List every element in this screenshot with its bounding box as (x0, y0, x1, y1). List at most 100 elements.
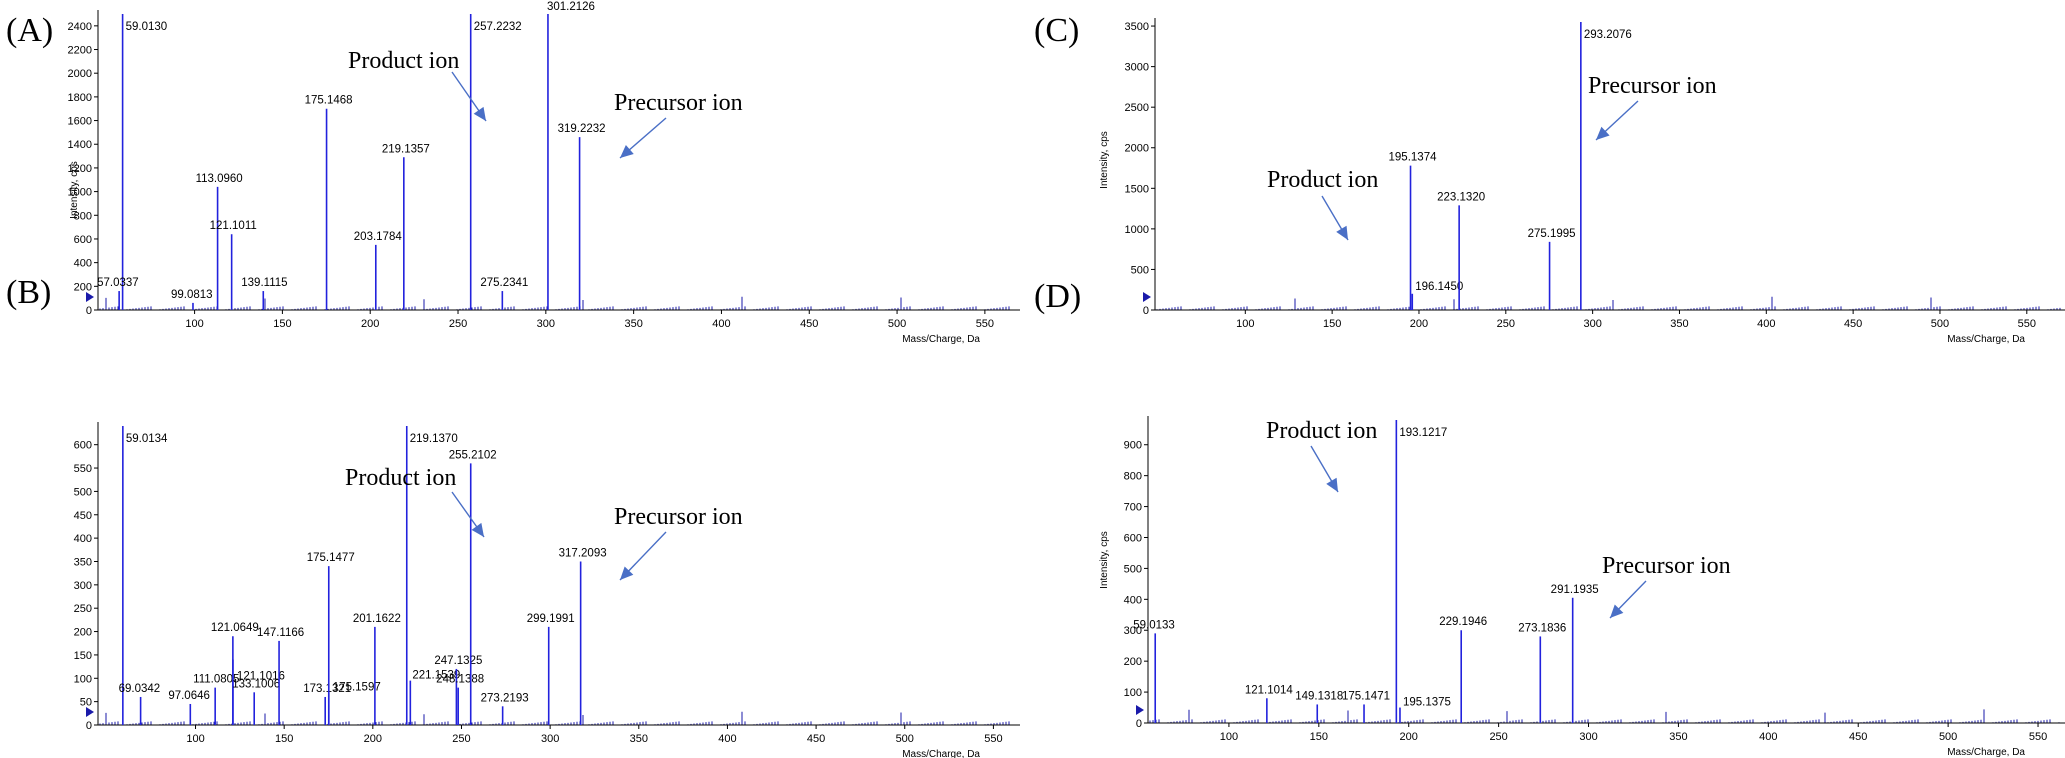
peak-label: 273.2193 (481, 692, 529, 704)
y-tick-label: 0 (1143, 305, 1149, 317)
y-tick-label: 800 (1124, 471, 1142, 483)
y-tick-label: 2200 (68, 45, 92, 57)
x-axis-title: Mass/Charge, Da (902, 334, 980, 345)
peak-label: 248.1388 (436, 674, 484, 686)
peak-label: 293.2076 (1584, 29, 1632, 41)
y-tick-label: 1000 (1125, 224, 1149, 236)
x-tick-label: 550 (2029, 731, 2047, 743)
peak-label: 273.1836 (1518, 622, 1566, 634)
y-tick-label: 0 (86, 305, 92, 317)
y-tick-label: 250 (74, 603, 92, 615)
x-tick-label: 250 (1489, 731, 1507, 743)
y-tick-label: 3000 (1125, 62, 1149, 74)
x-tick-label: 350 (630, 733, 648, 745)
peak-label: 147.1166 (257, 627, 304, 639)
product-ion-annotation: Product ion (348, 48, 459, 74)
x-tick-label: 300 (537, 318, 555, 330)
y-tick-label: 200 (1124, 656, 1142, 668)
peak-label: 99.0813 (171, 289, 213, 301)
x-tick-label: 500 (896, 733, 914, 745)
baseline-noise (99, 296, 1016, 310)
x-tick-label: 500 (888, 318, 906, 330)
y-tick-label: 400 (74, 533, 92, 545)
x-tick-label: 350 (1670, 318, 1688, 330)
x-tick-label: 400 (718, 733, 736, 745)
y-tick-label: 500 (74, 486, 92, 498)
peak-label: 139.1115 (241, 277, 287, 289)
arrowhead-icon (620, 144, 634, 158)
y-tick-label: 550 (74, 463, 92, 475)
x-tick-label: 300 (1579, 731, 1597, 743)
peak-label: 175.1471 (1342, 690, 1390, 702)
spectrum-panel-b: 0 50 100 150 200 250 300 350 400 450 500 550 600 100 1… (0, 380, 1030, 758)
x-tick-label: 150 (1323, 318, 1341, 330)
y-tick-label: 300 (74, 580, 92, 592)
peak-label: 111.0805 (193, 674, 239, 686)
peak-label: 59.0133 (1133, 619, 1175, 631)
peak-label: 203.1784 (354, 231, 403, 243)
y-tick-label: 1500 (1125, 183, 1149, 195)
start-marker-icon (86, 292, 94, 302)
x-tick-label: 450 (807, 733, 825, 745)
precursor-ion-annotation: Precursor ion (1588, 73, 1717, 99)
product-ion-annotation: Product ion (345, 465, 456, 491)
x-tick-label: 450 (1849, 731, 1867, 743)
peak-label: 301.2126 (547, 1, 595, 13)
y-tick-label: 350 (74, 556, 92, 568)
peak-label: 247.1325 (434, 655, 482, 667)
x-tick-label: 100 (1236, 318, 1254, 330)
peak-label: 319.2232 (558, 123, 606, 135)
y-tick-label: 600 (74, 440, 92, 452)
y-tick-label: 450 (74, 510, 92, 522)
y-tick-label: 50 (80, 697, 92, 709)
y-tick-label: 700 (1124, 502, 1142, 514)
x-tick-label: 450 (1844, 318, 1862, 330)
y-tick-label: 1000 (68, 187, 92, 199)
x-tick-label: 150 (275, 733, 293, 745)
peak-label: 175.1468 (305, 95, 353, 107)
product-ion-annotation: Product ion (1267, 167, 1378, 193)
spectrum-chart-a: 0 200 400 600 800 1000 1200 1400 1600 1800 2000 220… (68, 1, 1020, 345)
peak-label: 317.2093 (559, 547, 607, 559)
y-tick-label: 400 (1124, 594, 1142, 606)
spectrum-chart-c: 0 500 1000 1500 2000 2500 3000 3500 100 150 200 250… (1099, 18, 2065, 345)
x-axis-title: Mass/Charge, Da (1947, 747, 2025, 758)
x-tick-label: 250 (452, 733, 470, 745)
peak-label: 173.1321 (303, 683, 351, 695)
x-tick-label: 200 (361, 318, 379, 330)
peak-label: 195.1374 (1389, 152, 1438, 164)
y-axis-title: Intensity, cps (1099, 131, 1110, 189)
peak-label: 149.1318 (1295, 690, 1343, 702)
peak-label: 59.0134 (126, 433, 168, 445)
spectrum-chart-d: 0 100 200 300 400 500 600 700 800 900 100 150 200 250… (1099, 416, 2065, 758)
y-tick-label: 600 (74, 234, 92, 246)
x-tick-label: 450 (800, 318, 818, 330)
x-tick-label: 200 (1410, 318, 1428, 330)
y-tick-label: 150 (74, 650, 92, 662)
peak-label: 59.0130 (126, 21, 168, 33)
spectrum-chart-b: 0 50 100 150 200 250 300 350 400 450 500 550 600 100 1… (74, 422, 1020, 758)
peak-label: 97.0646 (168, 690, 210, 702)
y-tick-label: 800 (74, 210, 92, 222)
arrowhead-icon (471, 522, 484, 537)
y-tick-label: 900 (1124, 440, 1142, 452)
x-tick-label: 400 (712, 318, 730, 330)
peak-label: 255.2102 (449, 449, 497, 461)
y-axis-title: Intensity, cps (1099, 531, 1110, 589)
peak-label: 219.1370 (410, 433, 458, 445)
x-tick-label: 150 (273, 318, 291, 330)
spectrum-panel-d: 0 100 200 300 400 500 600 700 800 900 100 150 200 250… (1030, 380, 2065, 758)
x-tick-label: 250 (1497, 318, 1515, 330)
peak-label: 175.1597 (333, 681, 381, 693)
peak-label: 299.1991 (527, 613, 575, 625)
peak-label: 196.1450 (1415, 281, 1463, 293)
peak-label: 69.0342 (119, 683, 161, 695)
spectrum-panel-a: 0 200 400 600 800 1000 1200 1400 1600 1800 2000 220… (0, 0, 1030, 380)
x-axis-title: Mass/Charge, Da (902, 749, 980, 758)
x-tick-label: 400 (1757, 318, 1775, 330)
y-tick-label: 500 (1131, 264, 1149, 276)
start-marker-icon (86, 707, 94, 717)
peak-label: 195.1375 (1403, 697, 1451, 709)
arrowhead-icon (1326, 477, 1338, 492)
arrowhead-icon (1596, 126, 1610, 140)
